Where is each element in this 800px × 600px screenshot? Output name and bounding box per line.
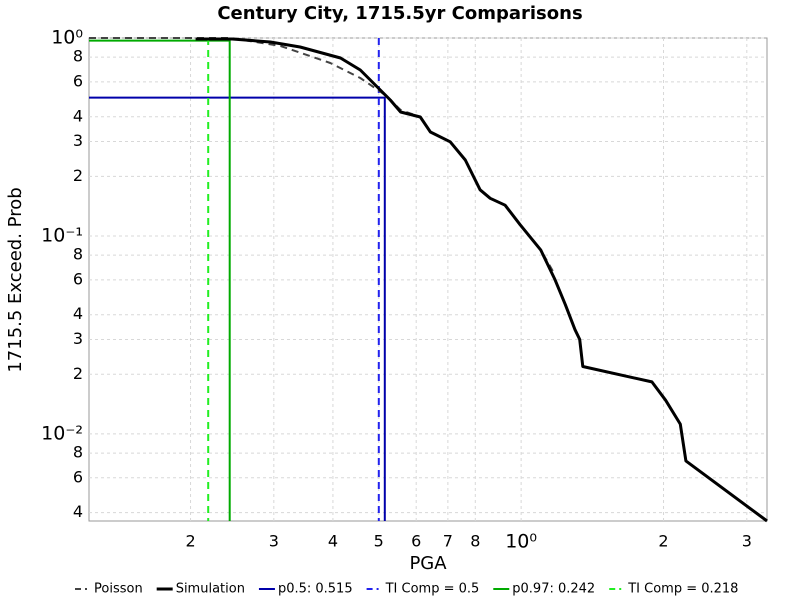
x-tick-label: 2 <box>658 532 668 551</box>
y-tick-label: 3 <box>73 131 83 150</box>
y-tick-label: 10⁻¹ <box>41 224 83 246</box>
y-tick-label: 4 <box>73 106 83 125</box>
series-line <box>195 37 768 523</box>
x-tick-label: 6 <box>411 532 421 551</box>
x-tick-label: 7 <box>443 532 453 551</box>
y-axis-label: 1715.5 Exceed. Prob <box>5 187 26 372</box>
y-tick-label: 8 <box>73 245 83 264</box>
legend-label: TI Comp = 0.218 <box>627 582 738 597</box>
y-tick-label: 6 <box>73 467 83 486</box>
y-tick-label: 6 <box>73 269 83 288</box>
legend-label: Simulation <box>176 582 245 597</box>
y-tick-label: 8 <box>73 443 83 462</box>
y-tick-label: 2 <box>73 364 83 383</box>
y-tick-label: 6 <box>73 71 83 90</box>
chart-title: Century City, 1715.5yr Comparisons <box>217 3 582 24</box>
x-tick-label: 4 <box>328 532 338 551</box>
x-tick-label: 3 <box>269 532 279 551</box>
y-tick-label: 8 <box>73 47 83 66</box>
y-tick-label: 4 <box>73 304 83 323</box>
series-line <box>89 96 386 521</box>
x-tick-label: 10⁰ <box>505 531 537 553</box>
legend-label: p0.97: 0.242 <box>512 582 595 597</box>
x-tick-label: 3 <box>742 532 752 551</box>
x-axis-label: PGA <box>409 553 447 574</box>
y-tick-label: 3 <box>73 329 83 348</box>
x-tick-label: 8 <box>470 532 480 551</box>
legend-label: Poisson <box>94 582 143 597</box>
y-tick-label: 4 <box>73 502 83 521</box>
x-tick-label: 5 <box>374 532 384 551</box>
series-line <box>89 39 231 521</box>
legend-label: TI Comp = 0.5 <box>385 582 480 597</box>
y-tick-label: 10⁻² <box>41 422 83 444</box>
y-tick-label: 2 <box>73 166 83 185</box>
y-tick-label: 10⁰ <box>51 27 83 49</box>
x-tick-label: 2 <box>185 532 195 551</box>
legend-label: p0.5: 0.515 <box>278 582 353 597</box>
